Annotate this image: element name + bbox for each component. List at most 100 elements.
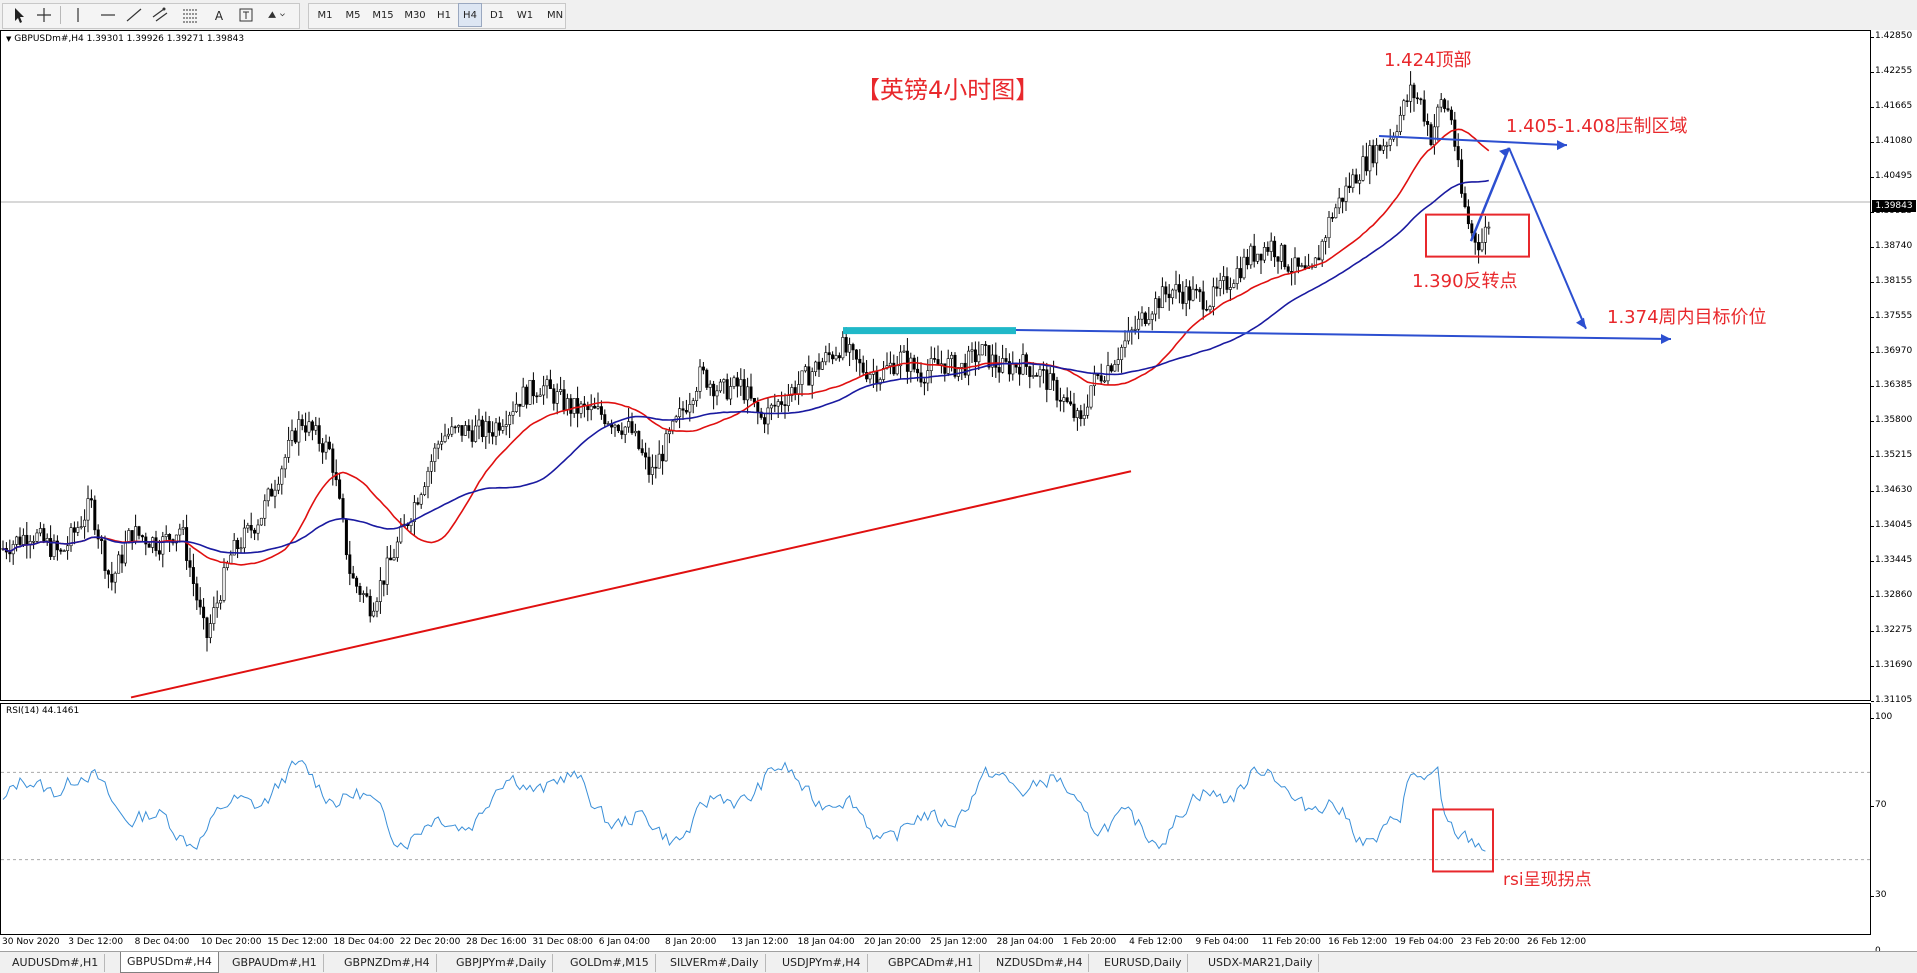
text-tool-button[interactable]: A bbox=[214, 9, 224, 23]
candle-body bbox=[45, 538, 49, 542]
candle-body bbox=[678, 408, 682, 418]
price-tick-label: 1.40495 bbox=[1870, 170, 1913, 181]
price-tick-label: 1.41080 bbox=[1870, 135, 1913, 146]
candle-body bbox=[555, 391, 559, 404]
symbol-info: ▼ GBPUSDm#,H4 1.39301 1.39926 1.39271 1.… bbox=[6, 34, 244, 44]
candle-body bbox=[1449, 109, 1453, 121]
candle-body bbox=[480, 419, 484, 438]
timeframe-m1-button[interactable]: M1 bbox=[317, 10, 333, 21]
candle-body bbox=[827, 352, 831, 356]
candle-body bbox=[365, 593, 369, 597]
price-axis[interactable]: 1.428501.422551.416651.410801.404951.399… bbox=[1870, 30, 1917, 956]
candle-body bbox=[1470, 223, 1474, 234]
timeframe-d1-button[interactable]: D1 bbox=[489, 10, 505, 21]
candle-body bbox=[973, 349, 977, 363]
pane-divider[interactable] bbox=[0, 700, 1871, 704]
candle-body bbox=[630, 421, 634, 434]
top-annotation: 1.424顶部 bbox=[1384, 50, 1472, 71]
timeframe-m5-button[interactable]: M5 bbox=[345, 10, 361, 21]
trendline-icon[interactable] bbox=[124, 5, 144, 25]
candle-body bbox=[497, 422, 501, 431]
candle-body bbox=[123, 542, 127, 564]
price-tick-label: 1.35800 bbox=[1870, 415, 1913, 426]
candle-body bbox=[263, 500, 267, 519]
candle-body bbox=[355, 577, 359, 587]
channel-icon[interactable] bbox=[150, 5, 170, 25]
time-tick-label: 3 Dec 12:00 bbox=[68, 937, 124, 947]
candle-body bbox=[1286, 266, 1290, 272]
candle-body bbox=[1007, 361, 1011, 375]
candle-body bbox=[834, 355, 838, 360]
candle-body bbox=[1375, 144, 1379, 164]
candle-body bbox=[1347, 185, 1351, 189]
candle-body bbox=[256, 524, 260, 534]
candle-body bbox=[1337, 197, 1341, 209]
timeframe-m30-button[interactable]: M30 bbox=[404, 10, 426, 21]
candle-body bbox=[1419, 98, 1423, 101]
timeframe-mn-button[interactable]: MN bbox=[546, 10, 564, 21]
candle-body bbox=[232, 540, 236, 556]
candle-body bbox=[1137, 318, 1141, 330]
timeframe-m15-button[interactable]: M15 bbox=[372, 10, 394, 21]
reversal-box bbox=[1425, 213, 1530, 258]
candle-body bbox=[1164, 286, 1168, 295]
price-chart[interactable] bbox=[1, 31, 1870, 700]
text-label-icon[interactable] bbox=[236, 5, 256, 25]
horizontal-line-icon[interactable] bbox=[98, 5, 118, 25]
candle-body bbox=[134, 526, 138, 543]
vertical-line-icon[interactable] bbox=[68, 5, 88, 25]
crosshair-icon[interactable] bbox=[34, 5, 54, 25]
price-tick-label: 1.32275 bbox=[1870, 625, 1913, 636]
chart-tab[interactable]: NZDUSDm#,H4 bbox=[990, 954, 1090, 972]
candle-body bbox=[239, 547, 243, 550]
candle-body bbox=[429, 461, 433, 472]
candle-body bbox=[436, 443, 440, 449]
timeframe-h4-button[interactable]: H4 bbox=[458, 3, 482, 27]
candle-body bbox=[1082, 414, 1086, 419]
chart-tab[interactable]: SILVERm#,Daily bbox=[664, 954, 766, 972]
chart-tab[interactable]: GBPJPYm#,Daily bbox=[450, 954, 554, 972]
candle-body bbox=[35, 532, 39, 542]
candle-body bbox=[1436, 106, 1440, 128]
candle-body bbox=[1381, 145, 1385, 151]
time-tick-label: 18 Dec 04:00 bbox=[333, 937, 395, 947]
time-axis[interactable]: 30 Nov 2020 3 Dec 12:00 8 Dec 04:00 10 Dec … bbox=[0, 935, 1871, 951]
price-tick-label: 1.36970 bbox=[1870, 345, 1913, 356]
candle-body bbox=[1341, 197, 1345, 202]
chart-tab[interactable]: GBPNZDm#,H4 bbox=[338, 954, 437, 972]
chart-tab[interactable]: GOLDm#,M15 bbox=[564, 954, 656, 972]
candle-body bbox=[1065, 397, 1069, 403]
chart-tab[interactable]: GBPAUDm#,H1 bbox=[226, 954, 324, 972]
chart-tab[interactable]: AUDUSDm#,H1 bbox=[6, 954, 106, 972]
timeframe-w1-button[interactable]: W1 bbox=[516, 10, 534, 21]
chart-tab[interactable]: GBPUSDm#,H4 bbox=[120, 952, 219, 973]
candle-body bbox=[807, 366, 811, 386]
timeframe-h1-button[interactable]: H1 bbox=[437, 10, 451, 21]
candle-body bbox=[215, 602, 219, 608]
time-tick-label: 18 Jan 04:00 bbox=[797, 937, 855, 947]
candle-body bbox=[304, 425, 308, 433]
candle-body bbox=[637, 430, 641, 449]
rsi-chart[interactable] bbox=[1, 704, 1870, 934]
candle-body bbox=[1194, 288, 1198, 291]
candle-body bbox=[994, 354, 998, 368]
chart-tab[interactable]: USDX-MAR21,Daily bbox=[1202, 954, 1320, 972]
candle-body bbox=[321, 443, 325, 453]
cursor-icon[interactable] bbox=[10, 5, 30, 25]
chart-window[interactable] bbox=[0, 30, 1871, 935]
candle-body bbox=[1385, 145, 1389, 147]
chart-tab[interactable]: EURUSD,Daily bbox=[1098, 954, 1189, 972]
fibonacci-icon[interactable] bbox=[180, 5, 200, 25]
candle-body bbox=[1103, 380, 1107, 383]
timeframe-group bbox=[308, 3, 566, 29]
candle-body bbox=[545, 379, 549, 387]
chart-tab[interactable]: USDJPYm#,H4 bbox=[776, 954, 868, 972]
chart-tab[interactable]: GBPCADm#,H1 bbox=[882, 954, 981, 972]
candle-body bbox=[1429, 124, 1433, 146]
rsi-line bbox=[2, 760, 1486, 852]
candle-body bbox=[1035, 375, 1039, 377]
candle-body bbox=[1188, 286, 1192, 301]
candle-body bbox=[824, 352, 828, 363]
candle-body bbox=[967, 350, 971, 376]
shapes-icon[interactable] bbox=[266, 5, 286, 25]
